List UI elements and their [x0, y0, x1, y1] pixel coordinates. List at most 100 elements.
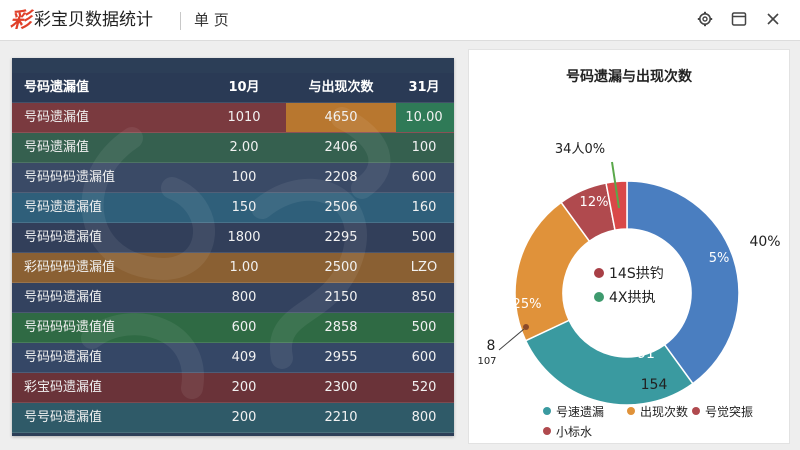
chart-title: 号码遗漏与出现次数: [566, 69, 692, 85]
table-row[interactable]: 号码码遗漏值 1800 2295 500: [12, 223, 454, 253]
legend-marker: [543, 427, 551, 435]
leader-line: [498, 328, 525, 351]
page-name[interactable]: 单 页: [194, 11, 229, 29]
legend-marker: [627, 407, 635, 415]
table-cell: 2295: [324, 230, 358, 245]
table-cell: 520: [411, 380, 437, 395]
table-cell: 1.00: [229, 260, 259, 275]
table-cell: 号号码遗漏值: [24, 410, 103, 425]
data-label: 91: [637, 346, 655, 362]
table-cell: 2858: [324, 320, 358, 335]
data-label: 34人0%: [555, 142, 605, 157]
window-icon: [731, 12, 747, 26]
pie-slice: [524, 319, 694, 406]
leader-dot: [523, 324, 529, 330]
leader-line: [611, 161, 620, 209]
center-label: 4X拱执: [609, 290, 656, 306]
app-logo: 彩: [10, 8, 31, 32]
table-row[interactable]: 号码码遗漏值 800 2150 850: [12, 283, 454, 313]
title-bar: 彩 彩宝贝数据统计 单 页: [0, 0, 800, 41]
table-cell: 2.00: [229, 140, 259, 155]
table-cell: 800: [411, 410, 437, 425]
table-cell: 1800: [227, 230, 261, 245]
data-label: 5%: [709, 251, 730, 266]
table-cell: 160: [411, 200, 437, 215]
table-cell: 500: [411, 230, 437, 245]
table-cell: 150: [231, 200, 257, 215]
table-row[interactable]: 号码遗漏值 1010 4650 10.00: [12, 103, 454, 133]
table-row[interactable]: 号号码遗漏值 200 2210 800: [12, 403, 454, 433]
table-cell: 600: [231, 320, 257, 335]
legend-item: 小标水: [556, 425, 592, 439]
table-cell: 1010: [227, 110, 261, 125]
legend-item: 出现次数: [640, 404, 688, 419]
pie-slice: [626, 180, 740, 385]
table-cell: 号码码遗漏值: [24, 350, 103, 365]
table-cell: 彩宝码遗漏值: [24, 380, 103, 395]
table-row[interactable]: 号码码码遗漏值 100 2208 600: [12, 163, 454, 193]
table-cell: 号码码码遗漏值: [24, 170, 116, 185]
table-row[interactable]: 号码码码遗值值 600 2858 500: [12, 313, 454, 343]
table-header: 号码遗漏值 10月 与出现次数 31月: [12, 73, 454, 103]
content-area: 号码遗漏值 10月 与出现次数 31月 号码遗漏值 1010 4650 10.00 号码遗漏值 2…: [0, 41, 800, 450]
table-row[interactable]: 号码遗漏值 2.00 2406 100: [12, 133, 454, 163]
table-cell: 100: [231, 170, 257, 185]
close-icon: [767, 13, 779, 25]
data-label: 107: [477, 356, 496, 367]
table-cell: 2208: [324, 170, 358, 185]
table-row[interactable]: 彩宝码遗漏值 200 2300 520: [12, 373, 454, 403]
table-cell: 2506: [324, 200, 358, 215]
data-label: 12%: [580, 195, 609, 210]
restore-button[interactable]: [728, 8, 750, 30]
settings-button[interactable]: [694, 8, 716, 30]
table-cell: 2210: [324, 410, 358, 425]
pie-slice: [605, 180, 628, 232]
table-cell: 2406: [324, 140, 358, 155]
close-button[interactable]: [762, 8, 784, 30]
table-row[interactable]: 号码遗遗漏值 150 2506 160: [12, 193, 454, 223]
table-cell: 2500: [324, 260, 358, 275]
table-cell: 800: [231, 290, 257, 305]
legend-marker: [543, 407, 551, 415]
table-cell: 号码码遗漏值: [24, 230, 103, 245]
table-cell: 号码码码遗值值: [24, 320, 116, 335]
column-header: 与出现次数: [308, 80, 374, 95]
data-table: 号码遗漏值 10月 与出现次数 31月 号码遗漏值 1010 4650 10.00 号码遗漏值 2…: [12, 58, 454, 436]
table-row[interactable]: 号码码遗漏值 409 2955 600: [12, 343, 454, 373]
table-cell: 号码遗漏值: [24, 140, 90, 155]
title-divider: [180, 12, 181, 30]
table-cell: 600: [411, 170, 437, 185]
table-row[interactable]: 彩码码码遗漏值 1.00 2500 LZO: [12, 253, 454, 283]
table-cell: 100: [411, 140, 437, 155]
table-cell: 850: [411, 290, 437, 305]
chart-panel: 号码遗漏与出现次数 40% 5% 91 154 25% 8 107 12% 34人0% 14S拱钓…: [468, 49, 790, 444]
table-cell: 号码遗遗漏值: [24, 200, 103, 215]
legend-marker: [692, 407, 700, 415]
table-cell: 600: [411, 350, 437, 365]
column-header: 10月: [228, 80, 260, 95]
gear-icon: [697, 11, 713, 27]
table-cell: 409: [231, 350, 257, 365]
legend-item: 号速遗漏: [556, 405, 604, 419]
table-cell: 彩码码码遗漏值: [24, 260, 116, 275]
table-cell: 2150: [324, 290, 358, 305]
center-label: 14S拱钓: [609, 266, 664, 282]
table-cell: 200: [231, 380, 257, 395]
table-cell: 4650: [324, 110, 358, 125]
table-cell: 2955: [324, 350, 358, 365]
table-cell: 号码遗漏值: [24, 110, 90, 125]
table-cell: 500: [411, 320, 437, 335]
data-label: 40%: [749, 234, 780, 250]
legend-item: 号觉突振: [705, 404, 753, 419]
table-cell: LZO: [410, 260, 438, 275]
center-legend-marker: [594, 268, 604, 278]
table-cell: 10.00: [405, 110, 443, 125]
cell-highlight: [286, 103, 396, 132]
app-title: 彩宝贝数据统计: [34, 10, 153, 30]
data-label: 25%: [513, 297, 542, 312]
center-legend-marker: [594, 292, 604, 302]
data-label: 8: [487, 338, 496, 354]
table-cell: 200: [231, 410, 257, 425]
cell-highlight: [396, 103, 454, 132]
